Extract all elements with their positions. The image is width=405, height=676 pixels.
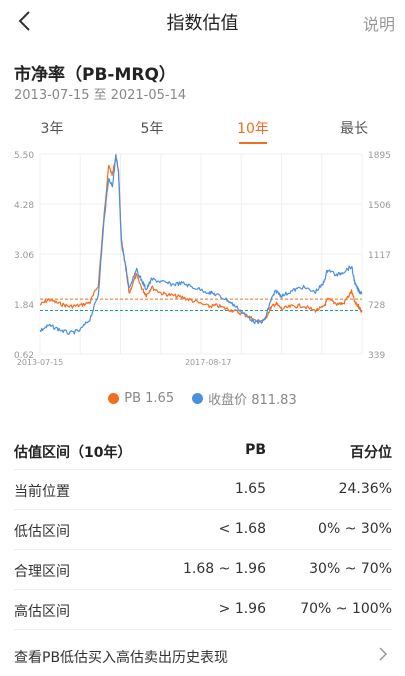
price-dot-icon (192, 393, 204, 404)
row-label: 低估区间 (14, 524, 70, 540)
chart-legend: PB 1.65 收盘价 811.83 (0, 389, 405, 408)
y-right-tick-label: 728 (368, 301, 385, 311)
legend-pb-label: PB 1.65 (124, 391, 175, 406)
table-row: 高估区间 > 1.96 70% ~ 100% (14, 590, 392, 630)
row-label: 当前位置 (14, 484, 70, 500)
date-range: 2013-07-15 至 2021-05-14 (14, 84, 190, 103)
valuation-table: 估值区间（10年） PB 百分位 当前位置 1.65 24.36% 低估区间 <… (14, 432, 392, 630)
pb-dot-icon (108, 393, 120, 404)
chevron-right-icon (379, 647, 388, 661)
back-button[interactable] (10, 6, 38, 36)
tab-5y[interactable]: 5年 (140, 121, 164, 137)
row-percentile: 0% ~ 30% (318, 521, 392, 537)
metric-title: 市净率（PB-MRQ） (14, 65, 176, 85)
row-pb: 1.68 ~ 1.96 (183, 561, 266, 577)
y-left-tick-label: 1.84 (14, 301, 34, 311)
row-label: 合理区间 (14, 564, 70, 580)
period-tabs: 3年 5年 10年 最长 (0, 118, 405, 144)
x-tick-label: 2013-07-15 (17, 358, 64, 367)
y-left-tick-label: 5.50 (14, 151, 34, 161)
date-end: 2021-05-14 (110, 88, 187, 103)
tab-3y[interactable]: 3年 (40, 121, 64, 137)
price-series-line (39, 154, 363, 335)
row-percentile: 70% ~ 100% (300, 601, 392, 617)
table-header: 估值区间（10年） PB 百分位 (14, 432, 392, 470)
chevron-left-icon (18, 11, 30, 31)
y-right-tick-label: 1506 (368, 201, 391, 211)
valuation-chart[interactable]: 5.50 1895 4.28 1506 3.06 1117 1.84 728 0.62 339 20… (0, 146, 405, 376)
history-performance-link[interactable]: 查看PB低估买入高估卖出历史表现 (14, 636, 392, 672)
y-left-tick-label: 4.28 (14, 201, 34, 211)
table-row: 当前位置 1.65 24.36% (14, 470, 392, 510)
header-pb: PB (245, 442, 266, 458)
table-row: 合理区间 1.68 ~ 1.96 30% ~ 70% (14, 550, 392, 590)
y-left-tick-label: 3.06 (14, 251, 34, 261)
date-start: 2013-07-15 (14, 88, 90, 103)
header-range: 估值区间（10年） (14, 445, 132, 461)
pb-series-line (39, 153, 363, 323)
page-title: 指数估值 (166, 13, 239, 34)
row-percentile: 30% ~ 70% (309, 561, 392, 577)
history-link-label: 查看PB低估买入高估卖出历史表现 (14, 650, 229, 666)
row-pb: 1.65 (234, 481, 266, 497)
help-link[interactable]: 说明 (362, 15, 395, 34)
y-right-tick-label: 339 (368, 351, 385, 361)
row-percentile: 24.36% (338, 481, 392, 497)
tab-10y[interactable]: 10年 (237, 121, 269, 137)
legend-price: 收盘价 811.83 (192, 389, 297, 408)
y-right-tick-label: 1895 (368, 151, 391, 161)
tab-max[interactable]: 最长 (340, 121, 368, 137)
row-label: 高估区间 (14, 604, 70, 620)
row-pb: > 1.96 (218, 601, 266, 617)
table-row: 低估区间 < 1.68 0% ~ 30% (14, 510, 392, 550)
nav-bar: 指数估值 说明 (0, 0, 405, 44)
row-pb: < 1.68 (218, 521, 266, 537)
x-tick-label: 2017-08-17 (185, 358, 232, 367)
date-separator: 至 (93, 88, 107, 103)
legend-price-label: 收盘价 811.83 (208, 393, 297, 408)
header-percentile: 百分位 (350, 445, 392, 461)
y-left-tick-label: 0.62 (14, 351, 34, 361)
active-tab-indicator (239, 142, 267, 144)
legend-pb: PB 1.65 (108, 389, 174, 408)
y-right-tick-label: 1117 (368, 251, 391, 261)
